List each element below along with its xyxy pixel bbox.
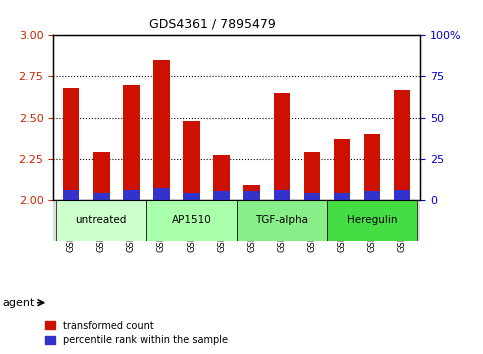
Bar (304, 193, 320, 200)
Bar (146, 200, 237, 241)
Bar (243, 192, 260, 200)
Bar (123, 190, 140, 200)
Bar (243, 185, 260, 200)
Bar (364, 192, 380, 200)
Bar (123, 85, 140, 200)
Bar (334, 139, 350, 200)
Bar (304, 152, 320, 200)
Bar (394, 190, 411, 200)
Bar (153, 60, 170, 200)
Bar (273, 93, 290, 200)
Bar (273, 190, 290, 200)
Text: untreated: untreated (75, 215, 127, 225)
Bar (183, 121, 200, 200)
Bar (213, 192, 230, 200)
Bar (63, 190, 80, 200)
Bar (93, 193, 110, 200)
Text: TGF-alpha: TGF-alpha (256, 215, 308, 225)
Bar (93, 152, 110, 200)
Bar (183, 193, 200, 200)
Bar (153, 188, 170, 200)
Text: agent: agent (2, 298, 35, 308)
Text: AP1510: AP1510 (171, 215, 212, 225)
Bar (364, 134, 380, 200)
Legend: transformed count, percentile rank within the sample: transformed count, percentile rank withi… (43, 319, 230, 347)
Bar (334, 193, 350, 200)
Bar (327, 200, 417, 241)
Text: GDS4361 / 7895479: GDS4361 / 7895479 (149, 18, 276, 31)
Bar (56, 200, 146, 241)
Bar (237, 200, 327, 241)
Bar (394, 90, 411, 200)
Bar (213, 155, 230, 200)
Bar (63, 88, 80, 200)
Text: Heregulin: Heregulin (347, 215, 398, 225)
